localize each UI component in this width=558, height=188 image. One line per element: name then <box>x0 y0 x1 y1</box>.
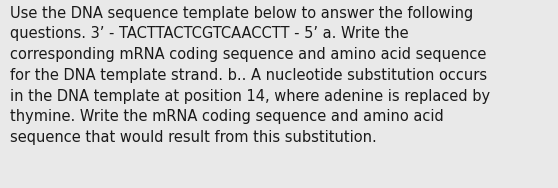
Text: Use the DNA sequence template below to answer the following
questions. 3’ - TACT: Use the DNA sequence template below to a… <box>10 6 490 145</box>
